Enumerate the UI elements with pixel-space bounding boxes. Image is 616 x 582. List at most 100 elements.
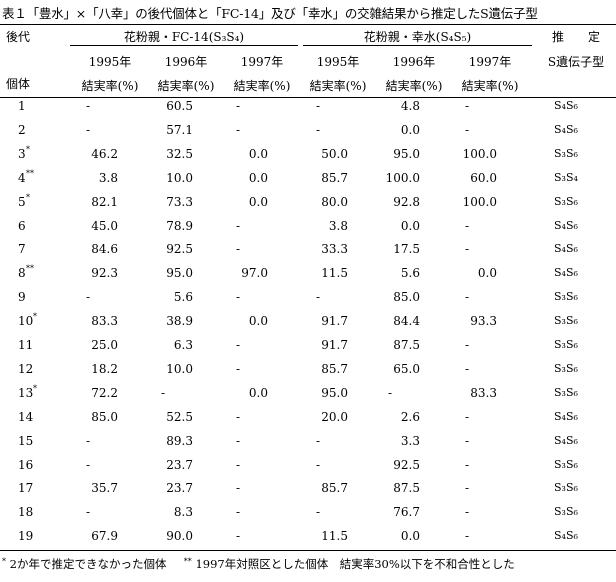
fruit-set-value: 85.7 xyxy=(321,361,348,376)
fruit-set-value: - xyxy=(235,457,241,472)
table-row: 3 * 46.2 32.5 0.0 50.0 95.0 100.0 S₃S₆ xyxy=(0,145,616,169)
fruit-set-value: - xyxy=(235,505,241,520)
fruit-set-value: 76.7 xyxy=(393,505,420,520)
estimated-genotype: S₃S₆ xyxy=(554,146,578,160)
fruit-set-value: 80.0 xyxy=(321,194,348,209)
estimated-genotype: S₃S₆ xyxy=(554,290,578,304)
fruit-set-value: 91.7 xyxy=(321,314,348,329)
estimated-genotype: S₃S₆ xyxy=(554,314,578,328)
footnote-text-single: 2か年で推定できなかった個体 xyxy=(9,557,167,571)
fruit-set-value: 4.8 xyxy=(400,99,420,113)
estimated-genotype: S₃S₆ xyxy=(554,194,578,208)
fruit-set-value: - xyxy=(464,338,470,352)
fruit-set-value: - xyxy=(160,385,166,400)
row-footnote-mark: * xyxy=(33,383,37,393)
estimated-genotype: S₄S₆ xyxy=(554,266,578,280)
header-fruit-set-rate: 結実率(%) xyxy=(233,79,291,93)
header-estimated-line2: S遺伝子型 xyxy=(547,55,605,69)
fruit-set-value: 6.3 xyxy=(173,338,193,352)
fruit-set-value: 45.0 xyxy=(91,218,118,233)
fruit-set-value: - xyxy=(464,481,470,496)
fruit-set-value: 23.7 xyxy=(166,457,193,472)
header-group1: 花粉親・FC-14(S₃S₄) xyxy=(123,30,245,44)
row-id: 14 xyxy=(18,409,34,424)
header-year: 1995年 xyxy=(316,55,360,69)
header-year: 1996年 xyxy=(392,55,436,69)
header-fruit-set-rate: 結実率(%) xyxy=(385,79,443,93)
estimated-genotype: S₄S₆ xyxy=(554,99,578,112)
fruit-set-value: 11.5 xyxy=(321,266,348,281)
fruit-set-value: 0.0 xyxy=(248,385,268,400)
row-id: 8 xyxy=(18,266,26,281)
header-year: 1997年 xyxy=(468,55,512,69)
header-year: 1995年 xyxy=(88,55,132,69)
fruit-set-value: 65.0 xyxy=(393,361,420,376)
table-row: 10 * 83.3 38.9 0.0 91.7 84.4 93.3 S₃S₆ xyxy=(0,312,616,336)
fruit-set-value: 100.0 xyxy=(385,170,420,185)
fruit-set-value: 0.0 xyxy=(477,266,497,281)
fruit-set-value: - xyxy=(235,409,241,424)
estimated-genotype: S₄S₆ xyxy=(554,409,578,423)
row-id: 11 xyxy=(18,338,34,352)
fruit-set-value: - xyxy=(464,122,470,137)
fruit-set-value: - xyxy=(464,433,470,448)
fruit-set-value: 73.3 xyxy=(166,194,193,209)
fruit-set-value: 0.0 xyxy=(400,529,420,544)
fruit-set-value: 92.5 xyxy=(166,242,193,257)
fruit-set-value: 0.0 xyxy=(400,218,420,233)
row-id: 17 xyxy=(18,481,34,496)
fruit-set-value: - xyxy=(464,99,470,113)
row-id: 10 xyxy=(18,314,34,329)
estimated-genotype: S₃S₆ xyxy=(554,385,578,399)
fruit-set-value: - xyxy=(235,529,241,544)
fruit-set-value: 85.0 xyxy=(393,290,420,305)
fruit-set-value: 72.2 xyxy=(91,385,118,400)
row-id: 2 xyxy=(18,122,26,137)
fruit-set-value: - xyxy=(464,457,470,472)
footnote-mark-double: ** xyxy=(183,557,192,566)
fruit-set-value: 17.5 xyxy=(393,242,420,257)
fruit-set-value: 93.3 xyxy=(470,314,497,329)
fruit-set-value: - xyxy=(464,361,470,376)
header-group2: 花粉親・幸水(S₄S₅) xyxy=(363,30,472,44)
fruit-set-value: 60.5 xyxy=(166,99,193,113)
fruit-set-value: 20.0 xyxy=(321,409,348,424)
header-estimated-line1: 推 定 xyxy=(551,30,600,44)
fruit-set-value: 3.8 xyxy=(98,170,118,185)
fruit-set-value: - xyxy=(85,99,91,113)
top-rule xyxy=(0,24,616,25)
row-id: 9 xyxy=(18,290,26,305)
header-progeny: 後代 xyxy=(6,30,31,44)
table-row: 6 45.0 78.9 - 3.8 0.0 - S₄S₆ xyxy=(0,219,616,241)
fruit-set-value: 18.2 xyxy=(91,361,118,376)
fruit-set-value: 3.8 xyxy=(328,218,348,233)
fruit-set-value: 83.3 xyxy=(470,385,497,400)
header-fruit-set-rate: 結実率(%) xyxy=(309,79,367,93)
fruit-set-value: 0.0 xyxy=(248,146,268,161)
fruit-set-value: 85.7 xyxy=(321,481,348,496)
row-id: 19 xyxy=(18,529,34,544)
table-row: 8 ** 92.3 95.0 97.0 11.5 5.6 0.0 S₄S₆ xyxy=(0,264,616,288)
row-id: 13 xyxy=(18,385,34,400)
fruit-set-value: - xyxy=(464,242,470,257)
table-row: 11 25.0 6.3 - 91.7 87.5 - S₃S₆ xyxy=(0,338,616,360)
fruit-set-value: - xyxy=(235,361,241,376)
fruit-set-value: 97.0 xyxy=(241,266,268,281)
fruit-set-value: 0.0 xyxy=(248,170,268,185)
fruit-set-value: - xyxy=(315,122,321,137)
fruit-set-value: 10.0 xyxy=(166,361,193,376)
fruit-set-value: 38.9 xyxy=(166,314,193,329)
estimated-genotype: S₃S₆ xyxy=(554,481,578,495)
table-row: 13 * 72.2 - 0.0 95.0 - 83.3 S₃S₆ xyxy=(0,383,616,408)
fruit-set-value: 82.1 xyxy=(91,194,118,209)
fruit-set-value: 2.6 xyxy=(400,409,420,424)
header-individual: 個体 xyxy=(6,77,31,91)
fruit-set-value: 0.0 xyxy=(400,122,420,137)
row-id: 12 xyxy=(18,361,34,376)
fruit-set-value: 95.0 xyxy=(393,146,420,161)
fruit-set-value: - xyxy=(235,481,241,496)
fruit-set-value: - xyxy=(235,99,241,113)
estimated-genotype: S₄S₆ xyxy=(554,122,578,136)
fruit-set-value: 5.6 xyxy=(400,266,420,281)
fruit-set-value: 85.0 xyxy=(91,409,118,424)
